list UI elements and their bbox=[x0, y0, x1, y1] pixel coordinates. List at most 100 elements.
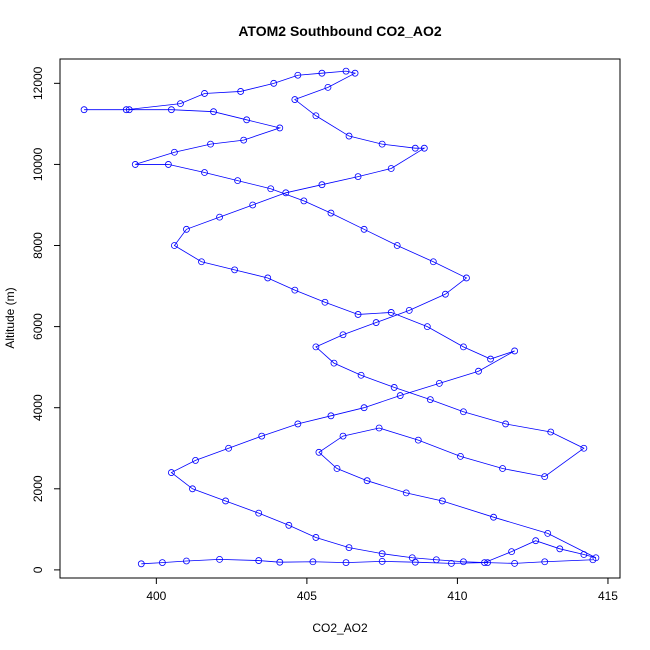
data-point bbox=[438, 497, 446, 505]
data-point bbox=[508, 548, 516, 556]
data-point bbox=[342, 67, 350, 75]
data-point bbox=[435, 379, 443, 387]
data-point bbox=[499, 465, 506, 472]
data-point bbox=[360, 225, 368, 233]
data-point bbox=[324, 83, 332, 91]
data-point bbox=[258, 432, 266, 440]
data-point bbox=[490, 513, 497, 521]
y-axis: 0 2000 4000 6000 8000 10000 12000 bbox=[31, 66, 60, 573]
data-point bbox=[405, 306, 413, 314]
data-point bbox=[171, 242, 178, 249]
data-point bbox=[502, 420, 509, 428]
data-point bbox=[131, 161, 139, 168]
data-point bbox=[481, 559, 488, 566]
data-point bbox=[225, 444, 233, 452]
data-point bbox=[201, 90, 208, 97]
data-point bbox=[294, 71, 302, 79]
data-point bbox=[167, 469, 175, 476]
data-point bbox=[189, 485, 196, 493]
data-point bbox=[282, 189, 290, 197]
data-point bbox=[309, 558, 317, 566]
data-point bbox=[447, 560, 455, 567]
data-point bbox=[423, 323, 431, 331]
y-tick-label: 2000 bbox=[31, 475, 45, 502]
plot-area bbox=[80, 67, 600, 568]
data-point bbox=[216, 555, 223, 563]
data-point bbox=[285, 521, 293, 529]
data-point bbox=[318, 181, 326, 189]
data-point bbox=[457, 452, 464, 460]
data-point bbox=[426, 396, 434, 403]
x-axis: 400 405 410 415 bbox=[146, 578, 618, 603]
data-point bbox=[414, 436, 422, 444]
data-point bbox=[460, 408, 467, 416]
data-point bbox=[240, 136, 248, 144]
x-tick-label: 405 bbox=[297, 589, 317, 603]
data-point bbox=[137, 560, 145, 568]
data-point bbox=[183, 225, 190, 233]
data-point bbox=[249, 201, 257, 209]
data-point bbox=[315, 448, 323, 456]
y-tick-label: 10000 bbox=[31, 147, 45, 181]
data-point bbox=[342, 559, 350, 566]
data-point bbox=[330, 359, 338, 367]
data-point bbox=[291, 96, 299, 103]
data-point bbox=[294, 420, 302, 428]
data-point bbox=[276, 558, 284, 566]
data-point bbox=[511, 560, 519, 567]
data-point bbox=[312, 534, 320, 541]
data-point bbox=[463, 274, 470, 282]
data-point bbox=[429, 258, 437, 266]
data-point bbox=[312, 343, 320, 351]
data-point bbox=[378, 140, 386, 148]
data-point bbox=[541, 473, 549, 481]
data-point bbox=[164, 161, 172, 168]
data-point bbox=[589, 556, 597, 564]
data-point bbox=[312, 112, 320, 120]
data-point bbox=[544, 530, 552, 537]
data-point bbox=[327, 209, 335, 217]
data-point bbox=[484, 559, 491, 566]
x-tick-label: 415 bbox=[598, 589, 618, 603]
data-point bbox=[432, 556, 440, 564]
data-point bbox=[291, 286, 299, 294]
data-point bbox=[276, 124, 284, 132]
data-point bbox=[541, 558, 549, 566]
data-point bbox=[255, 509, 263, 517]
data-point bbox=[372, 319, 380, 326]
data-point bbox=[487, 355, 494, 363]
data-point bbox=[318, 69, 326, 77]
data-point bbox=[378, 550, 386, 558]
data-point bbox=[300, 197, 308, 205]
data-point bbox=[192, 457, 199, 464]
x-axis-label: CO2_AO2 bbox=[312, 621, 368, 635]
x-tick-label: 410 bbox=[447, 589, 467, 603]
chart-title: ATOM2 Southbound CO2_AO2 bbox=[238, 23, 441, 39]
data-point bbox=[396, 392, 404, 399]
data-point bbox=[402, 489, 410, 497]
data-point bbox=[547, 428, 555, 436]
data-point bbox=[339, 432, 347, 440]
data-point bbox=[408, 554, 416, 562]
data-point bbox=[441, 290, 449, 298]
data-point bbox=[255, 557, 263, 564]
data-point bbox=[475, 367, 482, 375]
y-tick-label: 0 bbox=[31, 566, 45, 573]
data-point bbox=[378, 557, 386, 565]
data-point bbox=[556, 545, 564, 553]
data-point bbox=[270, 79, 278, 87]
y-tick-label: 8000 bbox=[31, 232, 45, 259]
data-point bbox=[201, 169, 208, 176]
data-point bbox=[411, 144, 419, 152]
data-point bbox=[339, 331, 347, 339]
data-point bbox=[390, 384, 398, 391]
data-point bbox=[360, 404, 368, 412]
data-point bbox=[387, 165, 395, 172]
data-point bbox=[321, 298, 329, 306]
data-point bbox=[580, 551, 588, 558]
data-point bbox=[234, 177, 242, 185]
data-point bbox=[345, 132, 353, 140]
data-point bbox=[216, 213, 223, 221]
